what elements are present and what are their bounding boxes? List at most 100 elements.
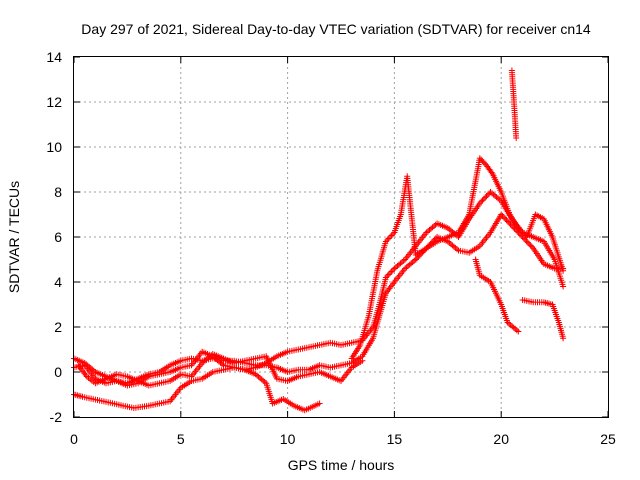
data-point xyxy=(145,380,161,389)
y-tick-label: 4 xyxy=(54,274,62,290)
data-point xyxy=(549,301,562,324)
data-marks xyxy=(71,67,567,414)
data-point xyxy=(472,256,483,277)
data-point xyxy=(327,373,343,384)
series-track-a xyxy=(71,211,567,387)
y-tick-label: 6 xyxy=(54,229,62,245)
data-point xyxy=(540,299,554,308)
plot-frame xyxy=(73,56,609,418)
data-point xyxy=(357,314,372,348)
data-point xyxy=(348,358,364,371)
data-point xyxy=(92,369,108,379)
data-point xyxy=(124,373,140,384)
data-point xyxy=(273,364,289,375)
data-point xyxy=(444,230,460,240)
data-point xyxy=(306,369,321,378)
data-point xyxy=(523,213,538,240)
data-point xyxy=(348,354,364,366)
data-point xyxy=(455,217,472,240)
data-point xyxy=(376,292,389,319)
data-point xyxy=(284,374,300,384)
data-point xyxy=(506,211,521,230)
data-point xyxy=(338,340,353,348)
data-point xyxy=(476,231,493,249)
series-track-h xyxy=(75,351,366,389)
y-axis-label: SDTVAR / TECUs xyxy=(6,181,22,293)
x-axis-label: GPS time / hours xyxy=(288,457,395,473)
data-point xyxy=(301,401,321,414)
data-point xyxy=(476,155,488,167)
data-point xyxy=(540,238,557,261)
series-track-c xyxy=(71,364,323,414)
data-point xyxy=(489,171,504,194)
data-point xyxy=(316,340,332,348)
data-point xyxy=(555,319,566,340)
data-point xyxy=(519,297,535,305)
data-point xyxy=(498,189,512,216)
data-point xyxy=(306,363,321,373)
data-point xyxy=(476,272,492,284)
data-point xyxy=(306,342,321,351)
data-point xyxy=(434,234,449,245)
data-point xyxy=(402,257,418,272)
data-point xyxy=(92,376,108,387)
data-point xyxy=(280,396,296,408)
data-point xyxy=(487,189,503,203)
data-point xyxy=(365,269,380,319)
data-point xyxy=(374,240,389,274)
data-point xyxy=(291,402,306,413)
data-point xyxy=(83,373,97,385)
data-point xyxy=(404,173,419,256)
data-point xyxy=(376,276,389,308)
data-point xyxy=(382,280,397,297)
data-point xyxy=(231,358,246,366)
data-point xyxy=(412,246,428,258)
data-point xyxy=(199,370,215,382)
y-tick-label: 12 xyxy=(46,94,62,110)
data-point xyxy=(241,366,257,377)
x-tick-label: 20 xyxy=(493,431,509,447)
y-tick-label: 14 xyxy=(46,49,62,65)
data-point xyxy=(423,221,439,236)
data-point xyxy=(177,379,193,391)
data-point xyxy=(504,319,520,334)
data-point xyxy=(145,400,161,409)
series-track-d xyxy=(348,155,567,362)
series-track-g xyxy=(508,67,520,141)
data-point xyxy=(167,386,183,405)
data-point xyxy=(444,238,460,253)
data-point xyxy=(455,247,470,256)
data-point xyxy=(530,245,546,266)
x-tick-label: 10 xyxy=(280,431,296,447)
data-point xyxy=(498,301,510,324)
data-point xyxy=(370,314,382,342)
data-point xyxy=(549,234,566,272)
data-point xyxy=(391,213,404,236)
data-point xyxy=(295,344,310,353)
data-point xyxy=(284,367,300,375)
data-point xyxy=(167,372,182,384)
data-point xyxy=(513,135,520,141)
data-point xyxy=(483,162,495,176)
data-point xyxy=(487,279,504,306)
data-point xyxy=(382,231,396,245)
data-point xyxy=(532,211,546,222)
data-point xyxy=(71,391,84,400)
data-point xyxy=(130,403,150,411)
data-point xyxy=(220,355,236,366)
data-point xyxy=(338,366,354,384)
data-point xyxy=(359,357,366,364)
data-point xyxy=(551,256,566,288)
data-point xyxy=(382,267,396,281)
y-tick-label: -2 xyxy=(50,409,63,425)
data-point xyxy=(188,361,204,380)
data-point xyxy=(515,328,522,335)
data-point xyxy=(519,234,535,250)
data-point xyxy=(487,213,504,236)
data-point xyxy=(75,362,89,378)
data-point xyxy=(135,378,150,388)
data-point xyxy=(231,364,246,373)
data-point xyxy=(530,234,546,244)
y-tick-label: 0 xyxy=(54,364,62,380)
